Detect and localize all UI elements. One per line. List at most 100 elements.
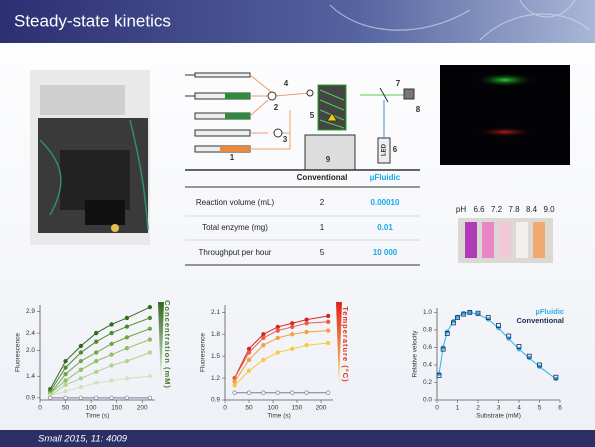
data-point: [79, 385, 83, 389]
data-point: [468, 311, 472, 315]
table-cell: 0.01: [377, 223, 393, 232]
x-tick-label: 0: [38, 405, 42, 412]
x-tick-label: 0: [223, 405, 227, 412]
data-point: [326, 391, 330, 395]
x-tick-label: 200: [137, 405, 148, 412]
y-tick-label: 2.1: [211, 309, 220, 316]
data-point: [305, 391, 309, 395]
setup-photo: [30, 70, 150, 245]
data-point: [233, 380, 237, 384]
y-tick-label: 0.9: [211, 397, 220, 404]
table-cell: Throughput per hour: [199, 248, 272, 257]
table-cell: Reaction volume (mL): [196, 198, 275, 207]
data-point: [110, 396, 114, 400]
data-point: [247, 369, 251, 373]
x-tick-label: 100: [86, 405, 97, 412]
legend-label: µFluidic: [536, 307, 565, 316]
data-point: [94, 340, 98, 344]
data-point: [79, 359, 83, 363]
diagram-label: LED: [382, 143, 388, 156]
x-axis-label: Time (s): [86, 413, 110, 420]
x-tick-label: 150: [111, 405, 122, 412]
y-tick-label: 1.5: [211, 353, 220, 360]
data-point: [262, 332, 266, 336]
x-axis-label: Time (s): [267, 413, 291, 420]
ph-value: 6.6: [473, 205, 485, 214]
x-tick-label: 50: [62, 405, 70, 412]
x-tick-label: 150: [292, 405, 303, 412]
data-point: [305, 330, 309, 334]
data-point: [48, 396, 52, 400]
y-tick-label: 2.0: [26, 347, 35, 354]
data-point: [290, 332, 294, 336]
legend-title: Concentration (mM): [163, 300, 172, 389]
x-tick-label: 4: [517, 405, 521, 412]
data-point: [305, 318, 309, 322]
ph-value: 7.8: [508, 205, 520, 214]
data-point: [276, 391, 280, 395]
data-point: [290, 325, 294, 329]
x-tick-label: 50: [245, 405, 253, 412]
y-tick-label: 0.9: [26, 395, 35, 402]
data-point: [94, 381, 98, 385]
ph-value: 7.2: [491, 205, 503, 214]
ph-tubes: [458, 218, 553, 263]
data-point: [290, 391, 294, 395]
data-point: [517, 347, 521, 351]
ph-value: 9.0: [543, 205, 555, 214]
x-tick-label: 3: [497, 405, 501, 412]
slide: Steady-state kinetics Conventiona: [0, 0, 595, 447]
table-cell: 5: [320, 248, 325, 257]
data-point: [262, 358, 266, 362]
data-point: [64, 396, 68, 400]
data-point: [79, 368, 83, 372]
table-cell: 0.00010: [371, 198, 400, 207]
data-point: [247, 351, 251, 355]
data-point: [276, 329, 280, 333]
y-tick-label: 1.2: [211, 375, 220, 382]
data-point: [110, 342, 114, 346]
diagram-label: 3: [283, 135, 288, 144]
diagram-label: 5: [310, 111, 315, 120]
data-point: [125, 377, 129, 381]
data-point: [94, 370, 98, 374]
data-point: [276, 325, 280, 329]
x-tick-label: 2: [476, 405, 480, 412]
page: { "header": {"title": "Steady-state kine…: [0, 0, 595, 447]
y-axis-label: Relative velocity: [412, 330, 419, 378]
x-tick-label: 1: [456, 405, 460, 412]
diagram-label: 1: [230, 153, 235, 162]
x-tick-label: 200: [316, 405, 327, 412]
data-point: [326, 329, 330, 333]
data-point: [148, 338, 152, 342]
data-point: [110, 379, 114, 383]
diagram-label: 2: [274, 103, 279, 112]
data-point: [290, 347, 294, 351]
data-point: [110, 331, 114, 335]
data-point: [290, 321, 294, 325]
data-point: [276, 336, 280, 340]
y-axis-label: Fluorescence: [15, 333, 22, 372]
slide-title: Steady-state kinetics: [14, 11, 171, 30]
data-point: [326, 341, 330, 345]
data-point: [64, 383, 68, 387]
legend-label: Conventional: [516, 316, 564, 325]
data-point: [507, 337, 511, 341]
data-point: [110, 364, 114, 368]
diagram-label: 6: [393, 145, 398, 154]
data-point: [247, 347, 251, 351]
data-point: [94, 359, 98, 363]
data-point: [125, 316, 129, 320]
data-point: [94, 351, 98, 355]
data-point: [125, 359, 129, 363]
data-point: [110, 353, 114, 357]
data-point: [64, 390, 68, 394]
y-tick-label: 0.4: [423, 362, 432, 369]
data-point: [148, 396, 152, 400]
x-tick-label: 0: [435, 405, 439, 412]
data-point: [326, 320, 330, 324]
table-cell: 2: [320, 198, 325, 207]
y-tick-label: 0.8: [423, 327, 432, 334]
table-header: µFluidic: [370, 173, 401, 182]
data-point: [326, 314, 330, 318]
